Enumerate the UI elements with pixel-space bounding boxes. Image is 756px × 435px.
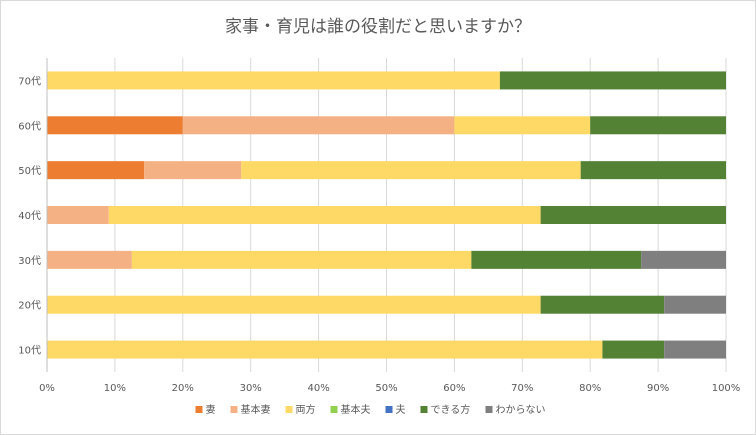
bar-segment [540, 295, 665, 314]
legend-label: 基本妻 [241, 403, 271, 416]
legend-label: 妻 [206, 403, 216, 416]
bar-segment [241, 161, 581, 180]
x-tick-label: 50% [375, 383, 397, 394]
x-tick-label: 60% [443, 383, 465, 394]
category-label: 30代 [18, 255, 41, 267]
bar-segment [454, 116, 591, 135]
bar-segment [664, 295, 726, 314]
bar-segment [182, 116, 455, 135]
category-label: 20代 [18, 300, 41, 312]
bar-segment [108, 206, 541, 224]
legend-swatch [485, 406, 493, 413]
legend-label: 基本夫 [341, 403, 371, 416]
axes: 0% 10% 20% 30% 40% 50% 60% 70% 80% 90% 100% 70代 60代 5… [18, 58, 740, 394]
legend-swatch [385, 406, 393, 413]
x-tick-label: 20% [172, 383, 194, 394]
chart-title: 家事・育児は誰の役割だと思いますか？ [225, 17, 531, 37]
x-tick-label: 100% [712, 383, 741, 394]
legend-swatch [195, 406, 203, 413]
x-tick-label: 30% [240, 383, 262, 394]
bar-segment [590, 116, 726, 135]
x-tick-label: 90% [647, 383, 669, 394]
bar-segment [602, 340, 665, 359]
x-tick-label: 40% [307, 383, 329, 394]
bar-segment [47, 161, 145, 180]
legend-swatch [420, 406, 428, 413]
bar-segment [131, 250, 472, 269]
x-tick-label: 10% [104, 383, 126, 394]
bar-segment [540, 206, 726, 224]
category-label: 10代 [18, 345, 41, 357]
category-label: 70代 [18, 75, 41, 87]
x-tick-label: 0% [39, 383, 55, 394]
bar-segment [47, 116, 183, 135]
bars [47, 71, 726, 359]
category-label: 40代 [18, 210, 41, 222]
bar-segment [580, 161, 726, 180]
bar-segment [144, 161, 242, 180]
legend-label: わからない [496, 404, 546, 416]
legend: 妻 基本妻 両方 基本夫 夫 できる方 わからない [195, 403, 546, 416]
bar-segment [47, 206, 109, 224]
x-tick-label: 80% [579, 383, 601, 394]
legend-swatch [330, 406, 338, 413]
legend-swatch [285, 406, 293, 413]
legend-label: できる方 [431, 403, 471, 416]
legend-label: 両方 [296, 403, 316, 416]
category-label: 50代 [18, 165, 41, 177]
legend-label: 夫 [396, 404, 406, 416]
bar-segment [471, 250, 642, 269]
bar-segment [664, 340, 726, 359]
bar-segment [47, 250, 132, 269]
bar-segment [641, 250, 726, 269]
legend-swatch [230, 406, 238, 413]
bar-segment [47, 295, 541, 314]
bar-segment [47, 71, 500, 90]
bar-segment [47, 340, 603, 359]
bar-segment [499, 71, 726, 90]
category-label: 60代 [18, 120, 41, 132]
x-tick-label: 70% [511, 383, 533, 394]
